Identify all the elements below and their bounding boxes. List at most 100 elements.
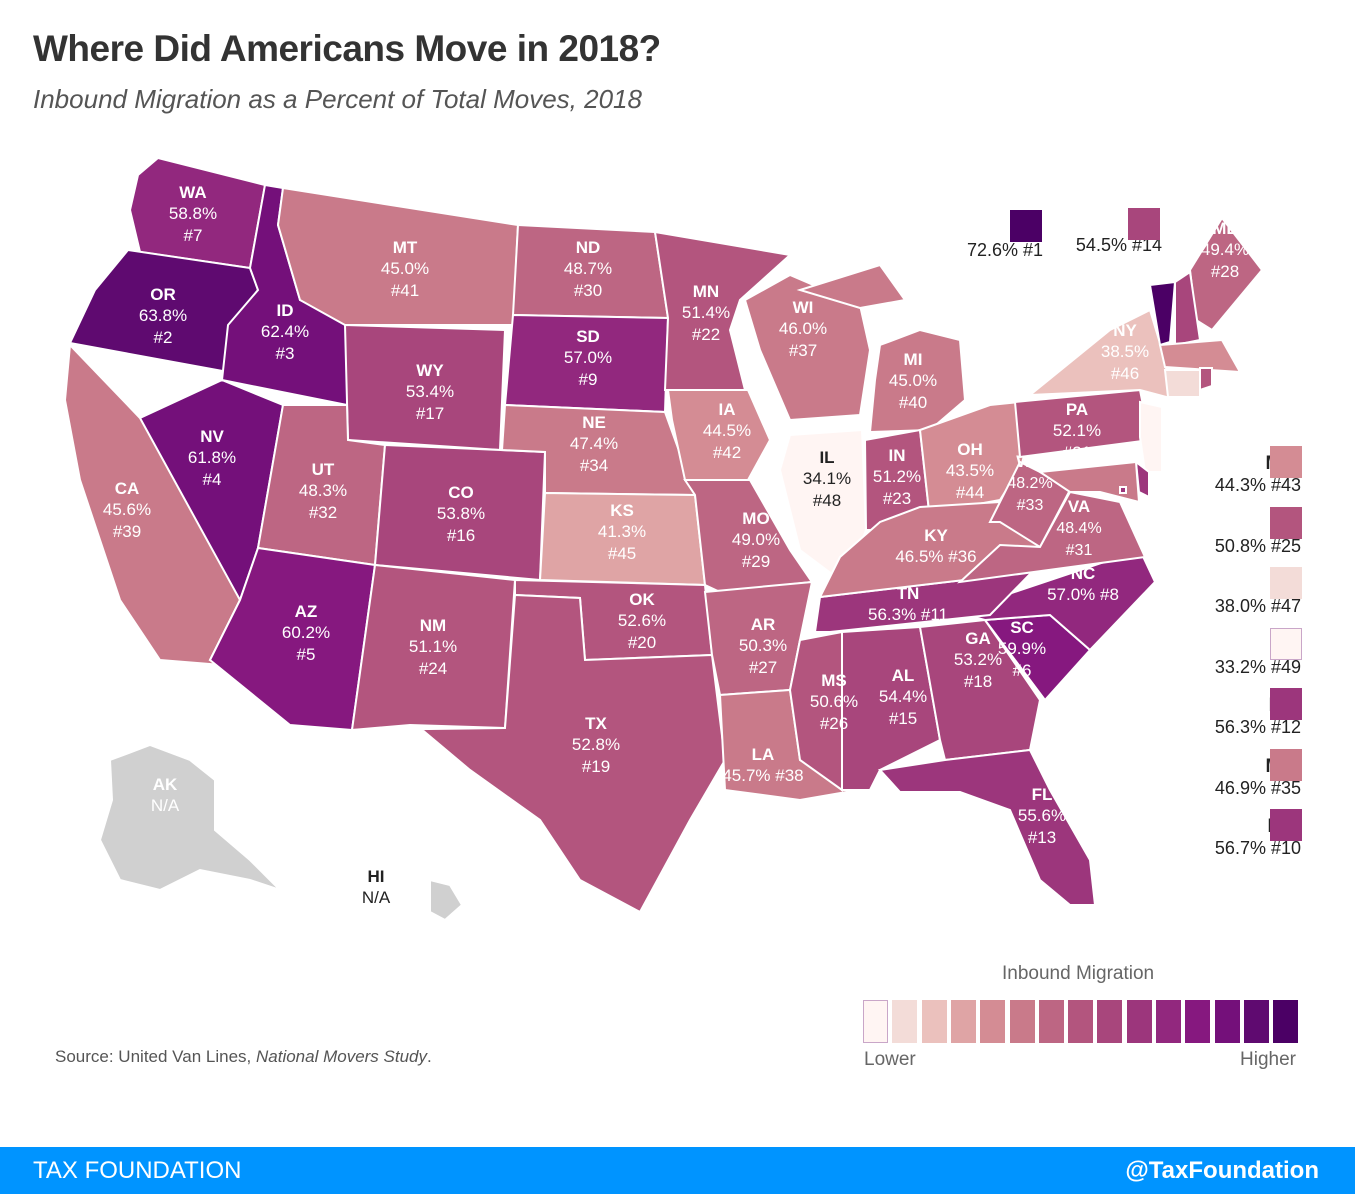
state-label-or: OR [150,285,176,304]
state-value-ky: 46.5% #36 [895,547,976,566]
state-value-az: 60.2% [282,623,330,642]
state-label-ar: AR [751,615,776,634]
callout-value: 38.0% #47 [1214,596,1301,616]
side-legend-md-swatch [1270,748,1302,781]
callout-vt-swatch [1010,210,1042,242]
state-label-wv: WV [1016,452,1044,471]
source-note: Source: United Van Lines, National Mover… [55,1047,432,1067]
callout-value: 56.3% #12 [1214,717,1301,737]
state-label-ga: GA [965,629,991,648]
legend-high-label: Higher [1240,1049,1296,1070]
state-value-la: 45.7% #38 [722,766,803,785]
state-value-sc: 59.9% [998,639,1046,658]
state-rank-va: #31 [1066,542,1093,559]
legend-swatch-12 [1185,1000,1211,1043]
state-rank-mi: #40 [899,393,927,412]
legend-swatch-10 [1126,1000,1152,1043]
state-label-ky: KY [924,526,948,545]
state-rank-wv: #33 [1017,497,1044,514]
state-value-fl: 55.6% [1018,806,1066,825]
state-label-id: ID [277,301,294,320]
state-value-in: 51.2% [873,467,921,486]
state-value-hi: N/A [362,888,391,907]
state-value-al: 54.4% [879,687,927,706]
state-nh [1174,270,1202,347]
state-label-co: CO [448,483,474,502]
state-rank-fl: #13 [1028,828,1056,847]
state-rank-oh: #44 [956,483,984,502]
state-value-ca: 45.6% [103,500,151,519]
state-label-nm: NM [420,616,446,635]
state-value-me: 49.4% [1201,240,1249,259]
state-ri [1199,367,1213,392]
state-label-mn: MN [693,282,719,301]
state-va [956,490,1147,584]
callout-value: 72.6% #1 [966,240,1043,260]
state-value-mo: 49.0% [732,530,780,549]
state-rank-sc: #6 [1013,661,1032,680]
callout-nh-swatch [1128,208,1160,240]
state-rank-ms: #26 [820,714,848,733]
legend-swatch-8 [1068,1000,1094,1043]
legend-swatch-2 [892,1000,918,1043]
legend-swatch-6 [1009,1000,1035,1043]
state-rank-wi: #37 [789,341,817,360]
state-value-mi: 45.0% [889,371,937,390]
state-label-nd: ND [576,238,601,257]
legend-swatch-3 [921,1000,947,1043]
source-prefix: Source: United Van Lines, [55,1047,256,1066]
state-rank-ut: #32 [309,503,337,522]
state-value-ga: 53.2% [954,650,1002,669]
side-legend-nj-swatch [1270,627,1302,660]
state-value-nc: 57.0% #8 [1047,585,1119,604]
state-value-wy: 53.4% [406,382,454,401]
state-ak [98,743,281,892]
side-legend-ri-swatch [1270,506,1302,539]
state-ms [788,630,843,792]
legend-swatch-1 [863,1000,888,1043]
state-label-az: AZ [295,602,318,621]
state-rank-mo: #29 [742,552,770,571]
callout-value: 50.8% #25 [1214,535,1301,556]
callout-value: 33.2% #49 [1214,656,1301,677]
state-rank-mn: #22 [692,325,720,344]
state-label-pa: PA [1066,400,1088,419]
state-rank-ga: #18 [964,672,992,691]
state-label-tx: TX [585,714,607,733]
legend-low-label: Lower [864,1049,916,1070]
chart-title: Where Did Americans Move in 2018? [33,28,661,69]
state-value-wi: 46.0% [779,319,827,338]
footer-brand: TAX FOUNDATION [33,1157,242,1184]
state-rank-nv: #4 [203,470,222,489]
state-value-ny: 38.5% [1101,342,1149,361]
state-label-ms: MS [821,671,847,690]
callout-value: 54.5% #14 [1075,235,1162,255]
state-rank-az: #5 [297,645,316,664]
state-value-mn: 51.4% [682,303,730,322]
state-value-ia: 44.5% [703,421,751,440]
state-label-il: IL [819,448,834,467]
state-value-va: 48.4% [1056,520,1101,537]
callout-value: 56.7% #10 [1214,838,1301,858]
state-value-pa: 52.1% [1053,421,1101,440]
state-rank-id: #3 [276,344,295,363]
legend-swatch-9 [1097,1000,1123,1043]
state-rank-ne: #34 [580,456,608,475]
callout-value: 44.3% #43 [1214,475,1301,495]
state-value-co: 53.8% [437,504,485,523]
state-rank-tx: #19 [582,757,610,776]
state-value-tn: 56.3% #11 [868,605,948,624]
state-rank-co: #16 [447,526,475,545]
state-ct [1163,369,1201,398]
state-label-al: AL [892,666,915,685]
state-mi [868,328,967,434]
state-label-va: VA [1068,497,1090,516]
state-rank-pa: #21 [1063,443,1091,462]
state-nm [350,563,517,732]
state-rank-me: #28 [1211,262,1239,281]
state-dc [1119,486,1127,494]
footer-handle[interactable]: @TaxFoundation [1125,1157,1319,1184]
us-map: WA 58.8% #7 OR 63.8% #2 ID 62.4% #3 MT 45.0% #41 ND 4… [63,156,1264,922]
state-value-wv: 48.2% [1007,475,1052,492]
